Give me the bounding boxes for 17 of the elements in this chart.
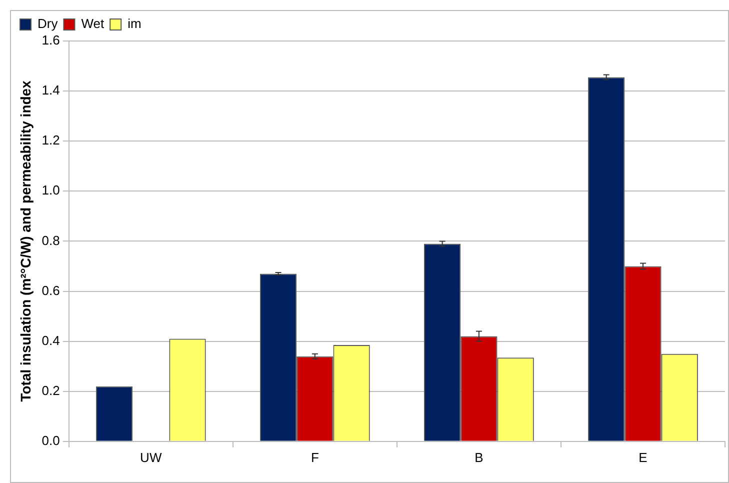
y-tick-label: 0.2 [42,382,60,398]
y-tick-label: 1.6 [42,32,60,48]
y-tick-label: 0.4 [42,332,60,348]
y-tick-label: 0.6 [42,282,60,298]
y-tick-label: 0.8 [42,232,60,248]
y-tick-label: 1.4 [42,82,60,98]
x-tick-label: B [474,450,484,465]
y-tick-label: 1.2 [42,132,60,148]
y-tick-label: 0.0 [42,432,60,448]
legend-label: im [128,16,142,32]
x-tick-label: UW [140,450,162,465]
legend-label: Dry [38,16,58,32]
x-tick-label: F [310,450,319,465]
x-tick-label: E [638,450,648,465]
legend-label: Wet [81,16,104,32]
y-axis-title: Total insulation (m²°C/W) and permeability index [17,80,34,402]
y-tick-label: 1.0 [42,182,60,198]
